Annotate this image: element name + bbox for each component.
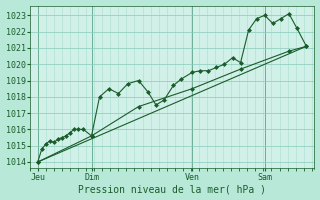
X-axis label: Pression niveau de la mer( hPa ): Pression niveau de la mer( hPa ) <box>78 184 266 194</box>
